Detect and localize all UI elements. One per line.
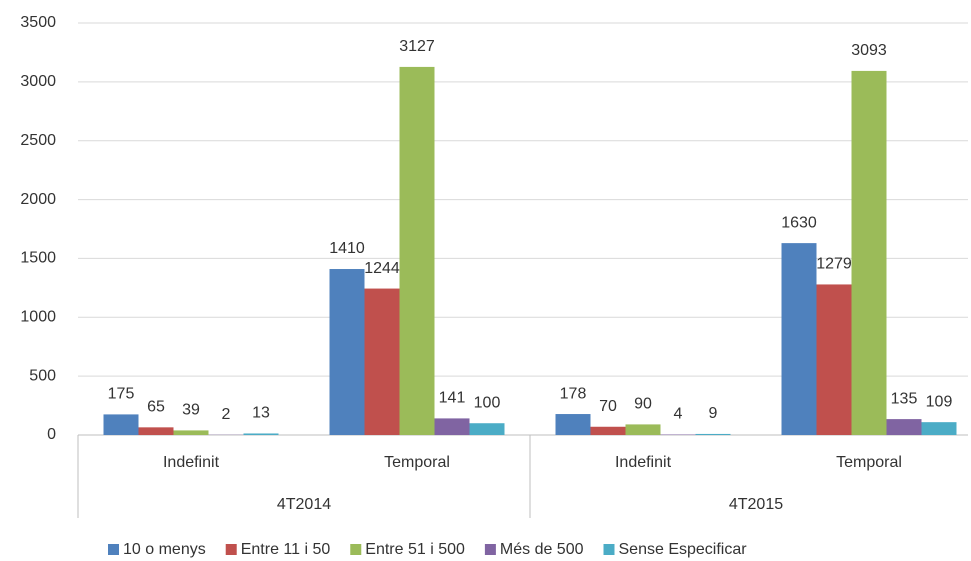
data-label: 109: [926, 393, 953, 410]
legend-label: Més de 500: [500, 541, 584, 558]
data-label: 1630: [781, 214, 817, 231]
bar: [173, 430, 209, 435]
bar: [781, 243, 817, 435]
data-label: 141: [439, 390, 466, 407]
x-tick-label: Temporal: [836, 454, 902, 471]
y-tick-label: 1000: [20, 309, 56, 326]
bar: [434, 418, 470, 435]
y-tick-label: 0: [47, 426, 56, 443]
data-label: 39: [182, 402, 200, 419]
legend-label: Entre 11 i 50: [241, 541, 331, 558]
data-label: 65: [147, 399, 165, 416]
data-label: 1279: [816, 256, 852, 273]
bar: [364, 288, 400, 435]
data-label: 100: [474, 394, 501, 411]
y-tick-label: 2000: [20, 191, 56, 208]
group-label: 4T2015: [729, 496, 783, 513]
bar: [329, 269, 365, 435]
bar: [886, 419, 922, 435]
data-label: 1410: [329, 240, 365, 257]
y-tick-label: 3500: [20, 14, 56, 31]
bar: [851, 70, 887, 435]
data-label: 3093: [851, 42, 887, 59]
legend-swatch: [484, 544, 496, 555]
legend-label: Sense Especificar: [619, 541, 748, 558]
legend-swatch: [603, 544, 615, 555]
legend-label: 10 o menys: [123, 541, 206, 558]
data-label: 1244: [364, 260, 400, 277]
data-label: 70: [599, 398, 617, 415]
y-tick-label: 1500: [20, 250, 56, 267]
x-tick-label: Temporal: [384, 454, 450, 471]
legend-swatch: [225, 544, 237, 555]
x-tick-label: Indefinit: [163, 454, 220, 471]
bar: [399, 66, 435, 436]
group-label: 4T2014: [277, 496, 331, 513]
legend-label: Entre 51 i 500: [365, 541, 465, 558]
x-tick-label: Indefinit: [615, 454, 672, 471]
bar: [555, 414, 591, 435]
data-label: 3127: [399, 38, 435, 55]
legend-swatch: [350, 544, 362, 555]
bar: [103, 414, 139, 435]
data-label: 9: [709, 405, 718, 422]
bar: [816, 284, 852, 435]
data-label: 135: [891, 390, 918, 407]
data-label: 2: [222, 406, 231, 423]
legend-swatch: [108, 544, 119, 555]
y-tick-label: 3000: [20, 73, 56, 90]
bar: [695, 433, 731, 435]
bar: [921, 422, 957, 435]
data-label: 13: [252, 405, 270, 422]
data-label: 4: [674, 406, 683, 423]
data-label: 90: [634, 396, 652, 413]
data-label: 178: [560, 385, 587, 402]
bar: [590, 426, 626, 435]
bar: [625, 424, 661, 435]
bar: [243, 433, 279, 435]
bar: [469, 423, 505, 435]
data-label: 175: [108, 386, 135, 403]
bar: [138, 427, 174, 435]
y-tick-label: 500: [29, 367, 56, 384]
y-tick-label: 2500: [20, 132, 56, 149]
